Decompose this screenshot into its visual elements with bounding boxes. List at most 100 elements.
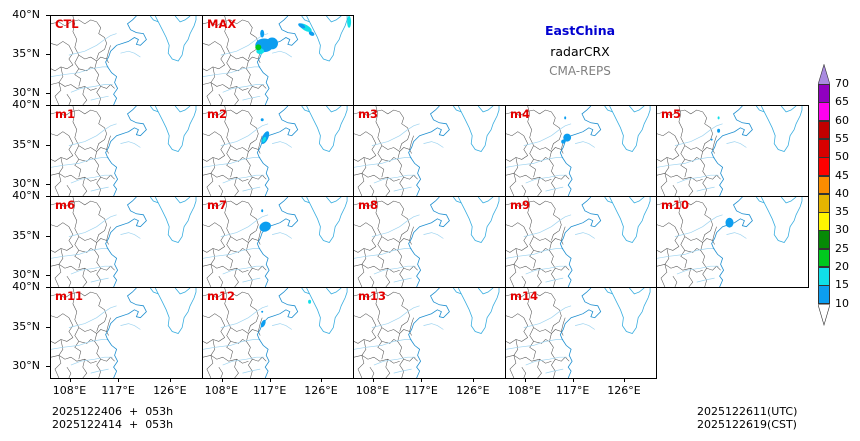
x-tick-mark	[572, 378, 574, 382]
colorbar-tick-label: 50	[835, 150, 849, 164]
map-panel-m1: m1	[50, 105, 203, 197]
panel-label: m8	[358, 198, 378, 212]
panel-label: MAX	[207, 17, 237, 31]
y-tick-label: 35°N	[12, 319, 40, 333]
x-tick-label: 126°E	[304, 384, 338, 397]
map-canvas	[506, 197, 651, 287]
map-canvas	[506, 288, 651, 378]
colorbar-tick-label: 20	[835, 260, 849, 273]
x-tick-label: 117°E	[555, 384, 590, 397]
map-panel-m3: m3	[353, 105, 506, 197]
x-tick-mark	[118, 378, 120, 382]
map-canvas	[51, 16, 197, 105]
x-tick-mark	[524, 378, 526, 382]
y-tick-mark	[46, 196, 50, 197]
y-tick-label: 40°N	[12, 280, 40, 293]
y-tick-label: 40°N	[12, 8, 40, 21]
colorbar-segment	[818, 175, 830, 195]
panel-label: m12	[207, 289, 235, 303]
colorbar-tick-label: 45	[835, 168, 849, 182]
y-tick-mark	[46, 105, 50, 106]
x-tick-mark	[421, 378, 423, 382]
y-tick-mark	[46, 366, 50, 368]
y-tick-mark	[46, 326, 50, 328]
panel-label: m1	[55, 107, 75, 121]
colorbar-segment	[818, 120, 830, 140]
map-panel-max: MAX	[202, 15, 354, 106]
x-tick-label: 108°E	[52, 384, 87, 397]
y-tick-mark	[46, 184, 50, 186]
panel-label: m4	[510, 107, 530, 121]
x-tick-mark	[269, 378, 271, 382]
map-panel-m5: m5	[656, 105, 809, 197]
x-tick-label: 117°E	[404, 384, 438, 397]
map-panel-m2: m2	[202, 105, 354, 197]
map-canvas	[203, 197, 348, 287]
panel-label: CTL	[55, 17, 79, 31]
colorbar-segment	[818, 285, 830, 305]
y-tick-label: 30°N	[12, 86, 40, 100]
x-tick-label: 126°E	[456, 384, 490, 397]
valid-cst: 2025122619(CST)	[697, 418, 797, 431]
y-tick-mark	[46, 54, 50, 56]
colorbar-tick-label: 15	[835, 278, 849, 292]
map-canvas	[657, 106, 803, 196]
map-panel-m10: m10	[656, 196, 809, 288]
colorbar-tick-label: 65	[835, 95, 849, 109]
y-tick-label: 30°N	[12, 359, 40, 373]
colorbar-segment	[818, 230, 830, 250]
map-canvas	[51, 288, 197, 378]
map-canvas	[657, 197, 803, 287]
panel-label: m7	[207, 198, 227, 212]
x-tick-label: 126°E	[607, 384, 641, 397]
y-tick-label: 30°N	[12, 268, 40, 282]
y-tick-mark	[46, 287, 50, 288]
colorbar-segment	[818, 102, 830, 122]
colorbar-tick-label: 40	[835, 186, 849, 200]
map-canvas	[354, 106, 500, 196]
x-tick-mark	[221, 378, 223, 382]
panel-label: m11	[55, 289, 83, 303]
panel-label: m6	[55, 198, 75, 212]
y-tick-mark	[46, 93, 50, 95]
map-panel-m7: m7	[202, 196, 354, 288]
y-tick-mark	[46, 15, 50, 16]
map-panel-m4: m4	[505, 105, 657, 197]
panel-label: m13	[358, 289, 386, 303]
map-canvas	[354, 288, 500, 378]
colorbar-tick-label: 60	[835, 113, 849, 127]
panel-label: m3	[358, 107, 378, 121]
x-tick-mark	[321, 378, 323, 382]
x-tick-label: 108°E	[507, 384, 542, 397]
y-tick-mark	[46, 235, 50, 237]
map-canvas	[51, 197, 197, 287]
colorbar-segment	[818, 212, 830, 231]
colorbar-segment	[818, 193, 830, 213]
title-region: EastChina	[544, 23, 616, 38]
map-canvas	[51, 106, 197, 196]
y-tick-label: 35°N	[12, 137, 40, 151]
y-tick-label: 40°N	[12, 189, 40, 202]
panel-label: m10	[661, 198, 689, 212]
colorbar-segment	[818, 248, 830, 268]
map-canvas	[203, 288, 348, 378]
y-tick-label: 30°N	[12, 177, 40, 191]
colorbar-tick-label: 25	[835, 241, 849, 255]
x-tick-mark	[473, 378, 475, 382]
valid-utc: 2025122611(UTC)	[697, 405, 798, 418]
x-tick-label: 117°E	[252, 384, 287, 397]
colorbar-tick-label: 10	[835, 296, 849, 310]
y-tick-label: 40°N	[12, 98, 40, 111]
y-tick-mark	[46, 275, 50, 277]
x-tick-mark	[624, 378, 626, 382]
map-panel-m8: m8	[353, 196, 506, 288]
map-canvas	[203, 106, 348, 196]
panel-label: m14	[510, 289, 538, 303]
title-variable: radarCRX	[550, 44, 610, 59]
colorbar-segment	[818, 138, 830, 158]
panel-label: m9	[510, 198, 530, 212]
map-panel-m6: m6	[50, 196, 203, 288]
map-panel-m14: m14	[505, 287, 657, 379]
colorbar-segment	[818, 84, 830, 103]
